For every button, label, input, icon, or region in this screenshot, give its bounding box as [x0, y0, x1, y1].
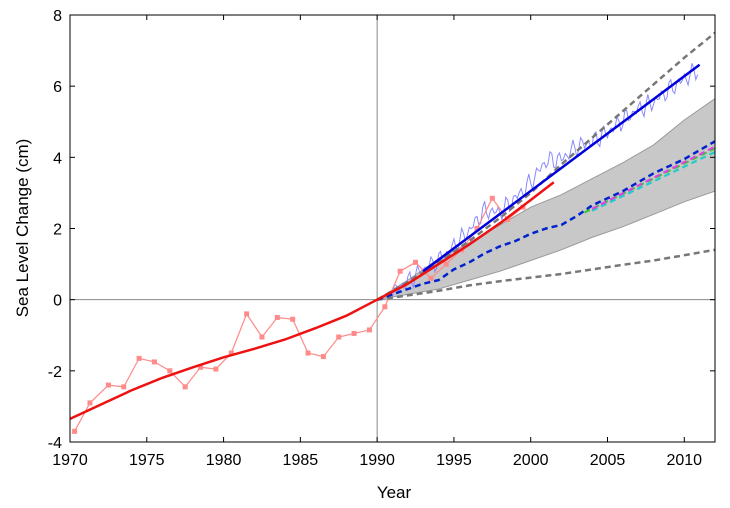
plot-area [70, 15, 715, 442]
tide-gauge-point [505, 217, 511, 223]
projection-lower-line [376, 248, 715, 301]
tide-gauge-point [274, 314, 280, 320]
model-cyan-line [591, 151, 715, 212]
x-tick-label: 1985 [283, 452, 319, 469]
satellite-trend-line [422, 63, 701, 273]
tide-gauge-point [87, 400, 93, 406]
tide-gauge-point [151, 359, 157, 365]
tide-gauge-point [182, 384, 188, 390]
x-tick-label: 1990 [359, 452, 395, 469]
tide-gauge-point [105, 382, 111, 388]
y-tick-label: 8 [53, 8, 62, 25]
tide-gauge-point [336, 334, 342, 340]
x-tick-label: 1975 [129, 452, 165, 469]
x-tick-label: 2010 [666, 452, 702, 469]
x-tick-label: 2005 [590, 452, 626, 469]
tide-gauge-smoothed-line [70, 181, 555, 421]
tide-gauge-point [489, 195, 495, 201]
tide-gauge-point [198, 364, 204, 370]
tide-gauge-point [228, 350, 234, 356]
y-tick-label: 0 [53, 293, 62, 310]
tide-gauge-line [74, 197, 524, 432]
tide-gauge-point [428, 275, 434, 281]
y-tick-label: -2 [48, 364, 62, 381]
tide-gauge-point [474, 226, 480, 231]
x-tick-label: 2000 [513, 452, 549, 469]
tide-gauge-point [413, 259, 419, 265]
tide-gauge-point [213, 366, 219, 372]
tide-gauge-point [305, 350, 311, 356]
projection-central-line [376, 140, 715, 301]
y-axis-label: Sea Level Change (cm) [13, 139, 32, 318]
tide-gauge-point [320, 354, 326, 360]
tide-gauge-point [382, 304, 388, 310]
tide-gauge-point [244, 311, 250, 317]
tide-gauge-point [351, 330, 357, 336]
tide-gauge-point [136, 355, 142, 361]
tide-gauge-point [121, 384, 127, 390]
x-tick-label: 1980 [206, 452, 242, 469]
tide-gauge-point [366, 327, 372, 333]
tide-gauge-point [443, 261, 449, 267]
y-tick-label: 4 [53, 150, 62, 167]
model-magenta-line [591, 145, 715, 210]
tide-gauge-point [259, 334, 265, 340]
tide-gauge-point [290, 316, 296, 322]
projection-upper-line [376, 31, 715, 301]
tide-gauge-point [397, 268, 403, 274]
x-tick-label: 1970 [52, 452, 88, 469]
y-tick-label: 6 [53, 79, 62, 96]
tide-gauge-point [167, 368, 173, 374]
tide-gauge-point [72, 428, 78, 434]
y-tick-label: 2 [53, 222, 62, 239]
y-tick-label: -4 [48, 435, 62, 452]
x-axis-label: Year [377, 483, 412, 502]
x-tick-label: 1995 [436, 452, 472, 469]
